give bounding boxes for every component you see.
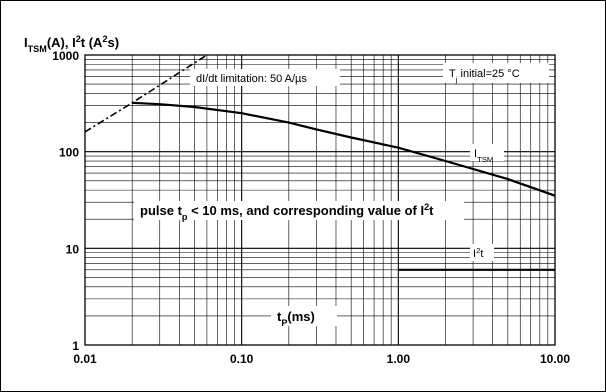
itsm-series-label: ITSM	[474, 148, 493, 164]
y-axis-label: ITSM(A), I2t (A2s)	[24, 34, 119, 54]
x-tick-label: 1.00	[387, 352, 411, 366]
series-group	[84, 54, 556, 271]
series-line-di-dt-limitation	[84, 54, 208, 133]
didt-label-bg	[190, 69, 340, 86]
y-tick-label: 100	[59, 146, 79, 160]
grid	[85, 55, 555, 345]
x-tick-label: 0.01	[73, 352, 97, 366]
tj-label: Tj initial=25 °C	[449, 68, 520, 84]
tick-labels: 0.01 0.10 1.00 10.00 1 10 100 1000	[52, 49, 570, 366]
x-axis-label-bg	[271, 306, 337, 326]
y-tick-label: 1	[72, 339, 79, 353]
pulse-label: pulse tp < 10 ms, and corresponding valu…	[140, 202, 434, 222]
x-axis-label: tP(ms)	[277, 309, 315, 328]
y-tick-label: 1000	[52, 49, 79, 63]
itsm-label-bg	[470, 144, 504, 161]
didt-label: dI/dt limitation: 50 A/µs	[196, 73, 307, 85]
i2t-series-label: I2t	[473, 246, 483, 261]
y-tick-label: 10	[66, 242, 80, 256]
annotations: ITSM(A), I2t (A2s) dI/dt limitation: 50 A…	[24, 34, 549, 328]
pulse-label-bg	[134, 201, 464, 220]
i2t-label-bg	[470, 244, 494, 261]
series-line-i-tsm	[132, 101, 556, 197]
x-tick-label: 10.00	[540, 352, 570, 366]
x-tick-label: 0.10	[230, 352, 254, 366]
plot-area-border	[84, 54, 556, 346]
tj-label-bg	[443, 63, 549, 83]
